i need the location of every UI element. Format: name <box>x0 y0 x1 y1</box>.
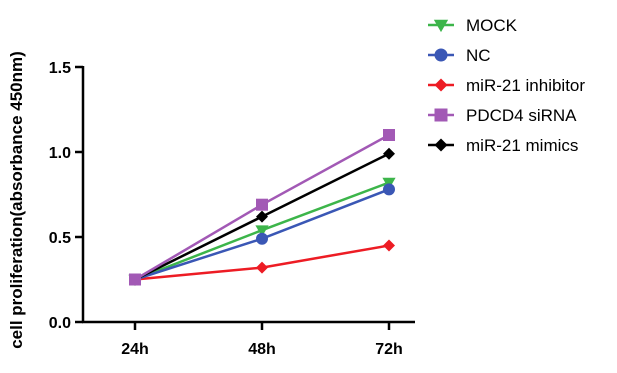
legend-marker <box>434 78 448 92</box>
legend-marker <box>433 19 449 33</box>
data-point <box>256 261 268 274</box>
y-tick-label: 0.5 <box>49 230 71 247</box>
legend-item: PDCD4 siRNA <box>428 106 577 125</box>
data-point <box>255 225 269 237</box>
series-layer <box>128 129 396 287</box>
data-point <box>256 210 268 223</box>
legend-marker <box>434 138 448 152</box>
legend: MOCK NC miR-21 inhibitor PDCD4 siRNA miR-21 … <box>428 16 585 155</box>
x-tick-label: 24h <box>121 341 149 358</box>
legend-item: miR-21 mimics <box>428 136 578 155</box>
data-point <box>383 239 395 252</box>
y-tick-label: 0.0 <box>49 315 71 332</box>
legend-label: NC <box>466 46 491 65</box>
data-point <box>383 183 395 196</box>
legend-marker <box>434 108 448 122</box>
legend-label: miR-21 inhibitor <box>466 76 585 95</box>
data-point <box>256 198 268 211</box>
series-pdcd4-sirna <box>129 129 395 286</box>
legend-label: PDCD4 siRNA <box>466 106 577 125</box>
x-tick-label: 72h <box>375 341 403 358</box>
legend-item: miR-21 inhibitor <box>428 76 585 95</box>
data-point <box>383 147 395 160</box>
data-point <box>129 273 141 286</box>
legend-marker <box>434 48 448 62</box>
axes: 0.0 0.5 1.0 1.5 24h 48h 72h cell proliferation(… <box>7 51 415 358</box>
y-tick-label: 1.0 <box>49 145 71 162</box>
legend-item: MOCK <box>428 16 518 35</box>
data-point <box>256 232 268 245</box>
legend-label: MOCK <box>466 16 518 35</box>
legend-item: NC <box>428 46 491 65</box>
x-tick-label: 48h <box>248 341 276 358</box>
y-tick-label: 1.5 <box>49 60 71 77</box>
data-point <box>383 129 395 141</box>
legend-label: miR-21 mimics <box>466 136 578 155</box>
y-axis-label: cell proliferation(absorbance 450nm) <box>7 51 26 349</box>
